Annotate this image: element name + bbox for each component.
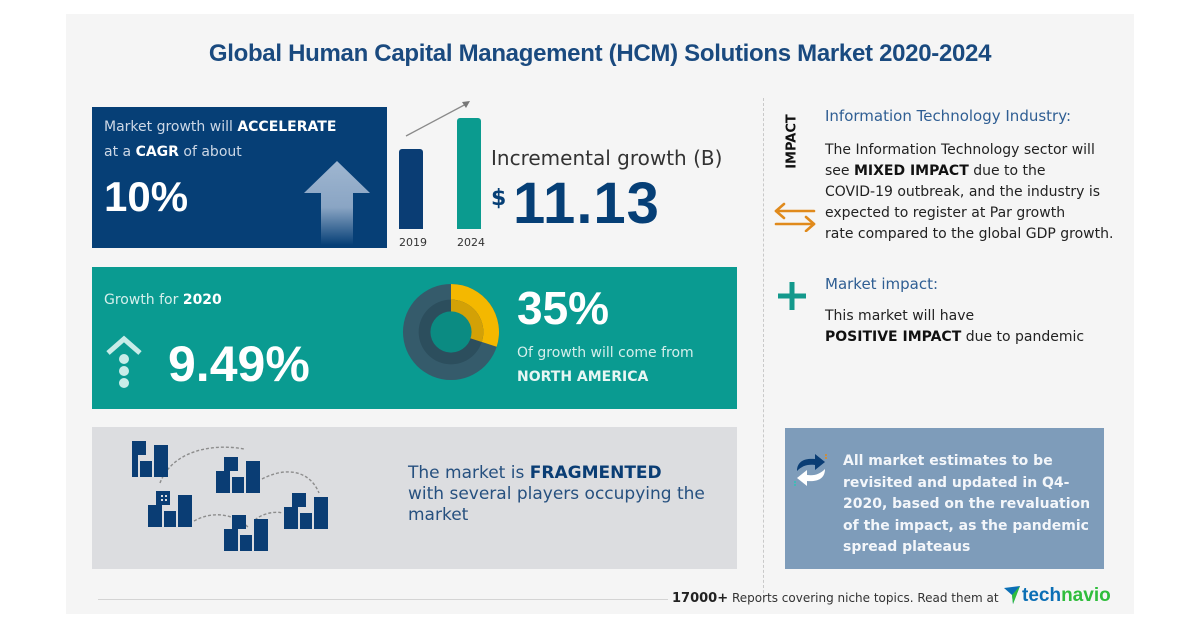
currency-symbol: $: [491, 186, 507, 211]
it-line2: see MIXED IMPACT due to the: [825, 161, 1113, 182]
bar-2024: [457, 118, 481, 229]
market-impact-heading: Market impact:: [825, 275, 939, 293]
logo-tech: tech: [1022, 585, 1062, 606]
swap-arrows-icon: [774, 202, 816, 232]
cagr-line2: at a CAGR of about: [104, 144, 242, 160]
fragmented-text: The market is FRAGMENTED with several pla…: [408, 463, 728, 526]
incremental-growth-value: 11.13: [513, 171, 660, 236]
region-name: NORTH AMERICA: [517, 369, 649, 385]
estimates-note-panel: All market estimates to be revisited and…: [785, 428, 1104, 569]
fragmented-panel: The market is FRAGMENTED with several pla…: [92, 427, 737, 569]
cagr-line1-prefix: Market growth will: [104, 119, 238, 135]
mixed-impact-label: MIXED IMPACT: [853, 163, 969, 179]
page-title: Global Human Capital Management (HCM) So…: [208, 40, 992, 67]
cagr-value: 10%: [104, 173, 189, 220]
positive-impact-label: POSITIVE IMPACT: [825, 329, 962, 345]
technavio-logo-icon: [1004, 586, 1020, 604]
region-share-value: 35%: [517, 282, 610, 334]
plus-icon: [778, 282, 806, 310]
market-line2: POSITIVE IMPACT due to pandemic: [825, 327, 1084, 348]
cagr-label: CAGR: [135, 144, 179, 160]
fragmented-bold: FRAGMENTED: [529, 463, 662, 483]
it-line4: expected to register at Par growth: [825, 205, 1066, 221]
refresh-arrows-icon: [794, 454, 827, 486]
trend-arrow-icon: [405, 101, 470, 137]
infographic-card: Global Human Capital Management (HCM) So…: [66, 14, 1134, 614]
footer-caption: Reports covering niche topics. Read them…: [728, 591, 999, 605]
it-industry-body: The Information Technology sector will s…: [825, 140, 1113, 245]
column-divider: [763, 98, 764, 603]
fragmented-rest: with several players occupying the marke…: [408, 484, 705, 525]
growth-panel: Growth for 2020 9.49% 35% Of growth will…: [92, 267, 737, 409]
growth-label-prefix: Growth for: [104, 292, 183, 308]
footer-divider: [98, 599, 668, 600]
fragmented-prefix: The market is: [408, 463, 530, 483]
it-line2-prefix: see: [825, 163, 854, 179]
footer-text: 17000+ Reports covering niche topics. Re…: [672, 591, 999, 606]
market-line1: This market will have: [825, 308, 975, 324]
bar-2019: [399, 149, 423, 229]
cagr-line2-prefix: at a: [104, 144, 136, 160]
buildings-network-icon: [132, 441, 328, 551]
impact-label-text: IMPACT: [784, 114, 800, 169]
growth-2020-value: 9.49%: [168, 336, 310, 392]
cagr-line1: Market growth will ACCELERATE: [104, 119, 336, 135]
cagr-line2-suffix: of about: [178, 144, 242, 160]
growth-year-label: Growth for 2020: [104, 292, 222, 308]
incremental-growth-label: Incremental growth (B): [491, 146, 723, 170]
impact-vertical-label: IMPACT: [782, 114, 800, 174]
reports-count: 17000+: [672, 591, 729, 606]
market-impact-body: This market will have POSITIVE IMPACT du…: [825, 306, 1084, 348]
it-industry-heading: Information Technology Industry:: [825, 107, 1072, 125]
it-line2-suffix: due to the: [968, 163, 1046, 179]
market-line2-suffix: due to pandemic: [961, 329, 1085, 345]
logo-navio: navio: [1061, 585, 1111, 606]
growth-year: 2020: [182, 292, 222, 308]
dotted-up-arrow-icon: [106, 335, 142, 388]
arrow-up-icon: [304, 161, 370, 245]
year-label-2024: 2024: [457, 236, 485, 249]
it-line5: rate compared to the global GDP growth.: [825, 226, 1114, 242]
it-line1: The Information Technology sector will: [825, 142, 1095, 158]
estimates-note-text: All market estimates to be revisited and…: [843, 453, 1091, 555]
region-share-caption: Of growth will come from: [517, 345, 694, 361]
it-line3: COVID-19 outbreak, and the industry is: [825, 184, 1101, 200]
year-label-2019: 2019: [399, 236, 427, 249]
technavio-logo[interactable]: technavio: [1004, 585, 1111, 607]
cagr-accelerate-label: ACCELERATE: [237, 119, 337, 135]
region-donut-chart: [402, 283, 500, 381]
cagr-panel: Market growth will ACCELERATE at a CAGR …: [92, 107, 387, 248]
